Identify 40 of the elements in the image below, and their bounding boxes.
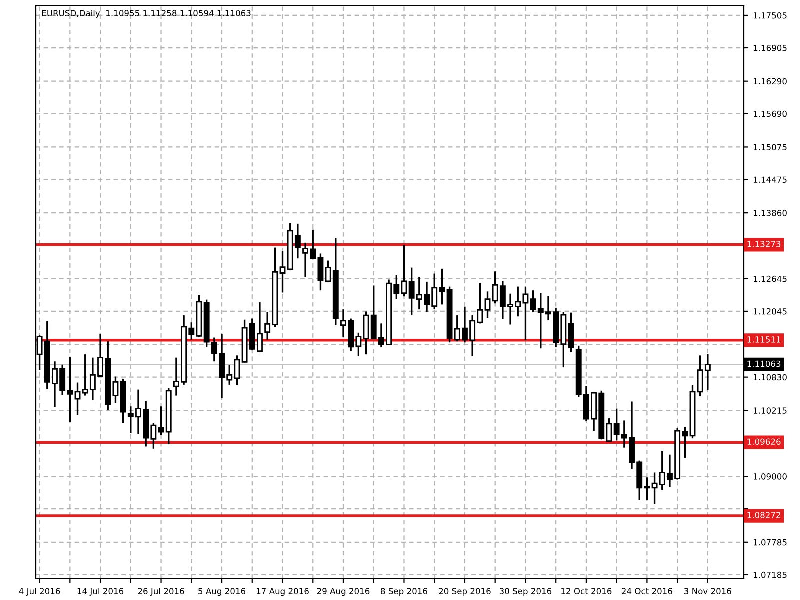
candlestick bbox=[158, 406, 164, 436]
ref-line-label: 1.11511 bbox=[748, 336, 781, 343]
x-tick-label: 20 Sep 2016 bbox=[439, 588, 491, 596]
candlestick bbox=[401, 244, 408, 298]
x-tick-label: 26 Jul 2016 bbox=[138, 588, 184, 596]
y-tick-label: 1.17505 bbox=[754, 12, 787, 19]
y-tick-label: 1.16290 bbox=[754, 78, 787, 85]
y-tick-label: 1.12645 bbox=[754, 276, 787, 282]
chart-title: EURUSD,Daily 1.10955 1.11258 1.10594 1.11063 bbox=[42, 10, 251, 18]
candlestick bbox=[484, 290, 491, 320]
y-tick-label: 1.07785 bbox=[754, 539, 787, 546]
y-tick-label: 1.14475 bbox=[754, 176, 787, 184]
x-tick-label: 29 Aug 2016 bbox=[317, 588, 370, 596]
ref-line-label: 1.09626 bbox=[748, 438, 781, 446]
ref-line-label: 1.11063 bbox=[748, 360, 781, 368]
y-tick-label: 1.10215 bbox=[754, 408, 787, 414]
y-tick-label: 1.15690 bbox=[754, 110, 787, 118]
y-tick-label: 1.12045 bbox=[754, 308, 787, 315]
y-tick-label: 1.13860 bbox=[754, 210, 787, 216]
candlestick bbox=[568, 312, 574, 354]
x-tick-label: 24 Oct 2016 bbox=[622, 588, 672, 594]
candlestick bbox=[606, 418, 612, 443]
ref-line-label: 1.13273 bbox=[748, 241, 781, 248]
candlestick bbox=[74, 382, 81, 416]
ref-line-label: 1.08272 bbox=[748, 512, 780, 518]
candlestick bbox=[280, 250, 286, 294]
y-tick-label: 1.07185 bbox=[754, 572, 787, 578]
x-tick-label: 5 Aug 2016 bbox=[198, 588, 246, 596]
y-tick-label: 1.09000 bbox=[754, 474, 787, 480]
y-tick-label: 1.16905 bbox=[754, 44, 787, 52]
x-tick-label: 14 Jul 2016 bbox=[78, 588, 124, 596]
x-tick-label: 3 Nov 2016 bbox=[684, 588, 732, 594]
candlestick bbox=[363, 310, 370, 356]
y-tick-label: 1.15075 bbox=[754, 144, 787, 150]
x-tick-label: 17 Aug 2016 bbox=[256, 588, 309, 596]
x-tick-label: 8 Sep 2016 bbox=[381, 588, 428, 596]
x-tick-label: 4 Jul 2016 bbox=[19, 588, 60, 596]
x-tick-label: 30 Sep 2016 bbox=[500, 588, 552, 596]
x-tick-label: 12 Oct 2016 bbox=[562, 588, 612, 594]
y-tick-label: 1.10830 bbox=[754, 374, 787, 381]
